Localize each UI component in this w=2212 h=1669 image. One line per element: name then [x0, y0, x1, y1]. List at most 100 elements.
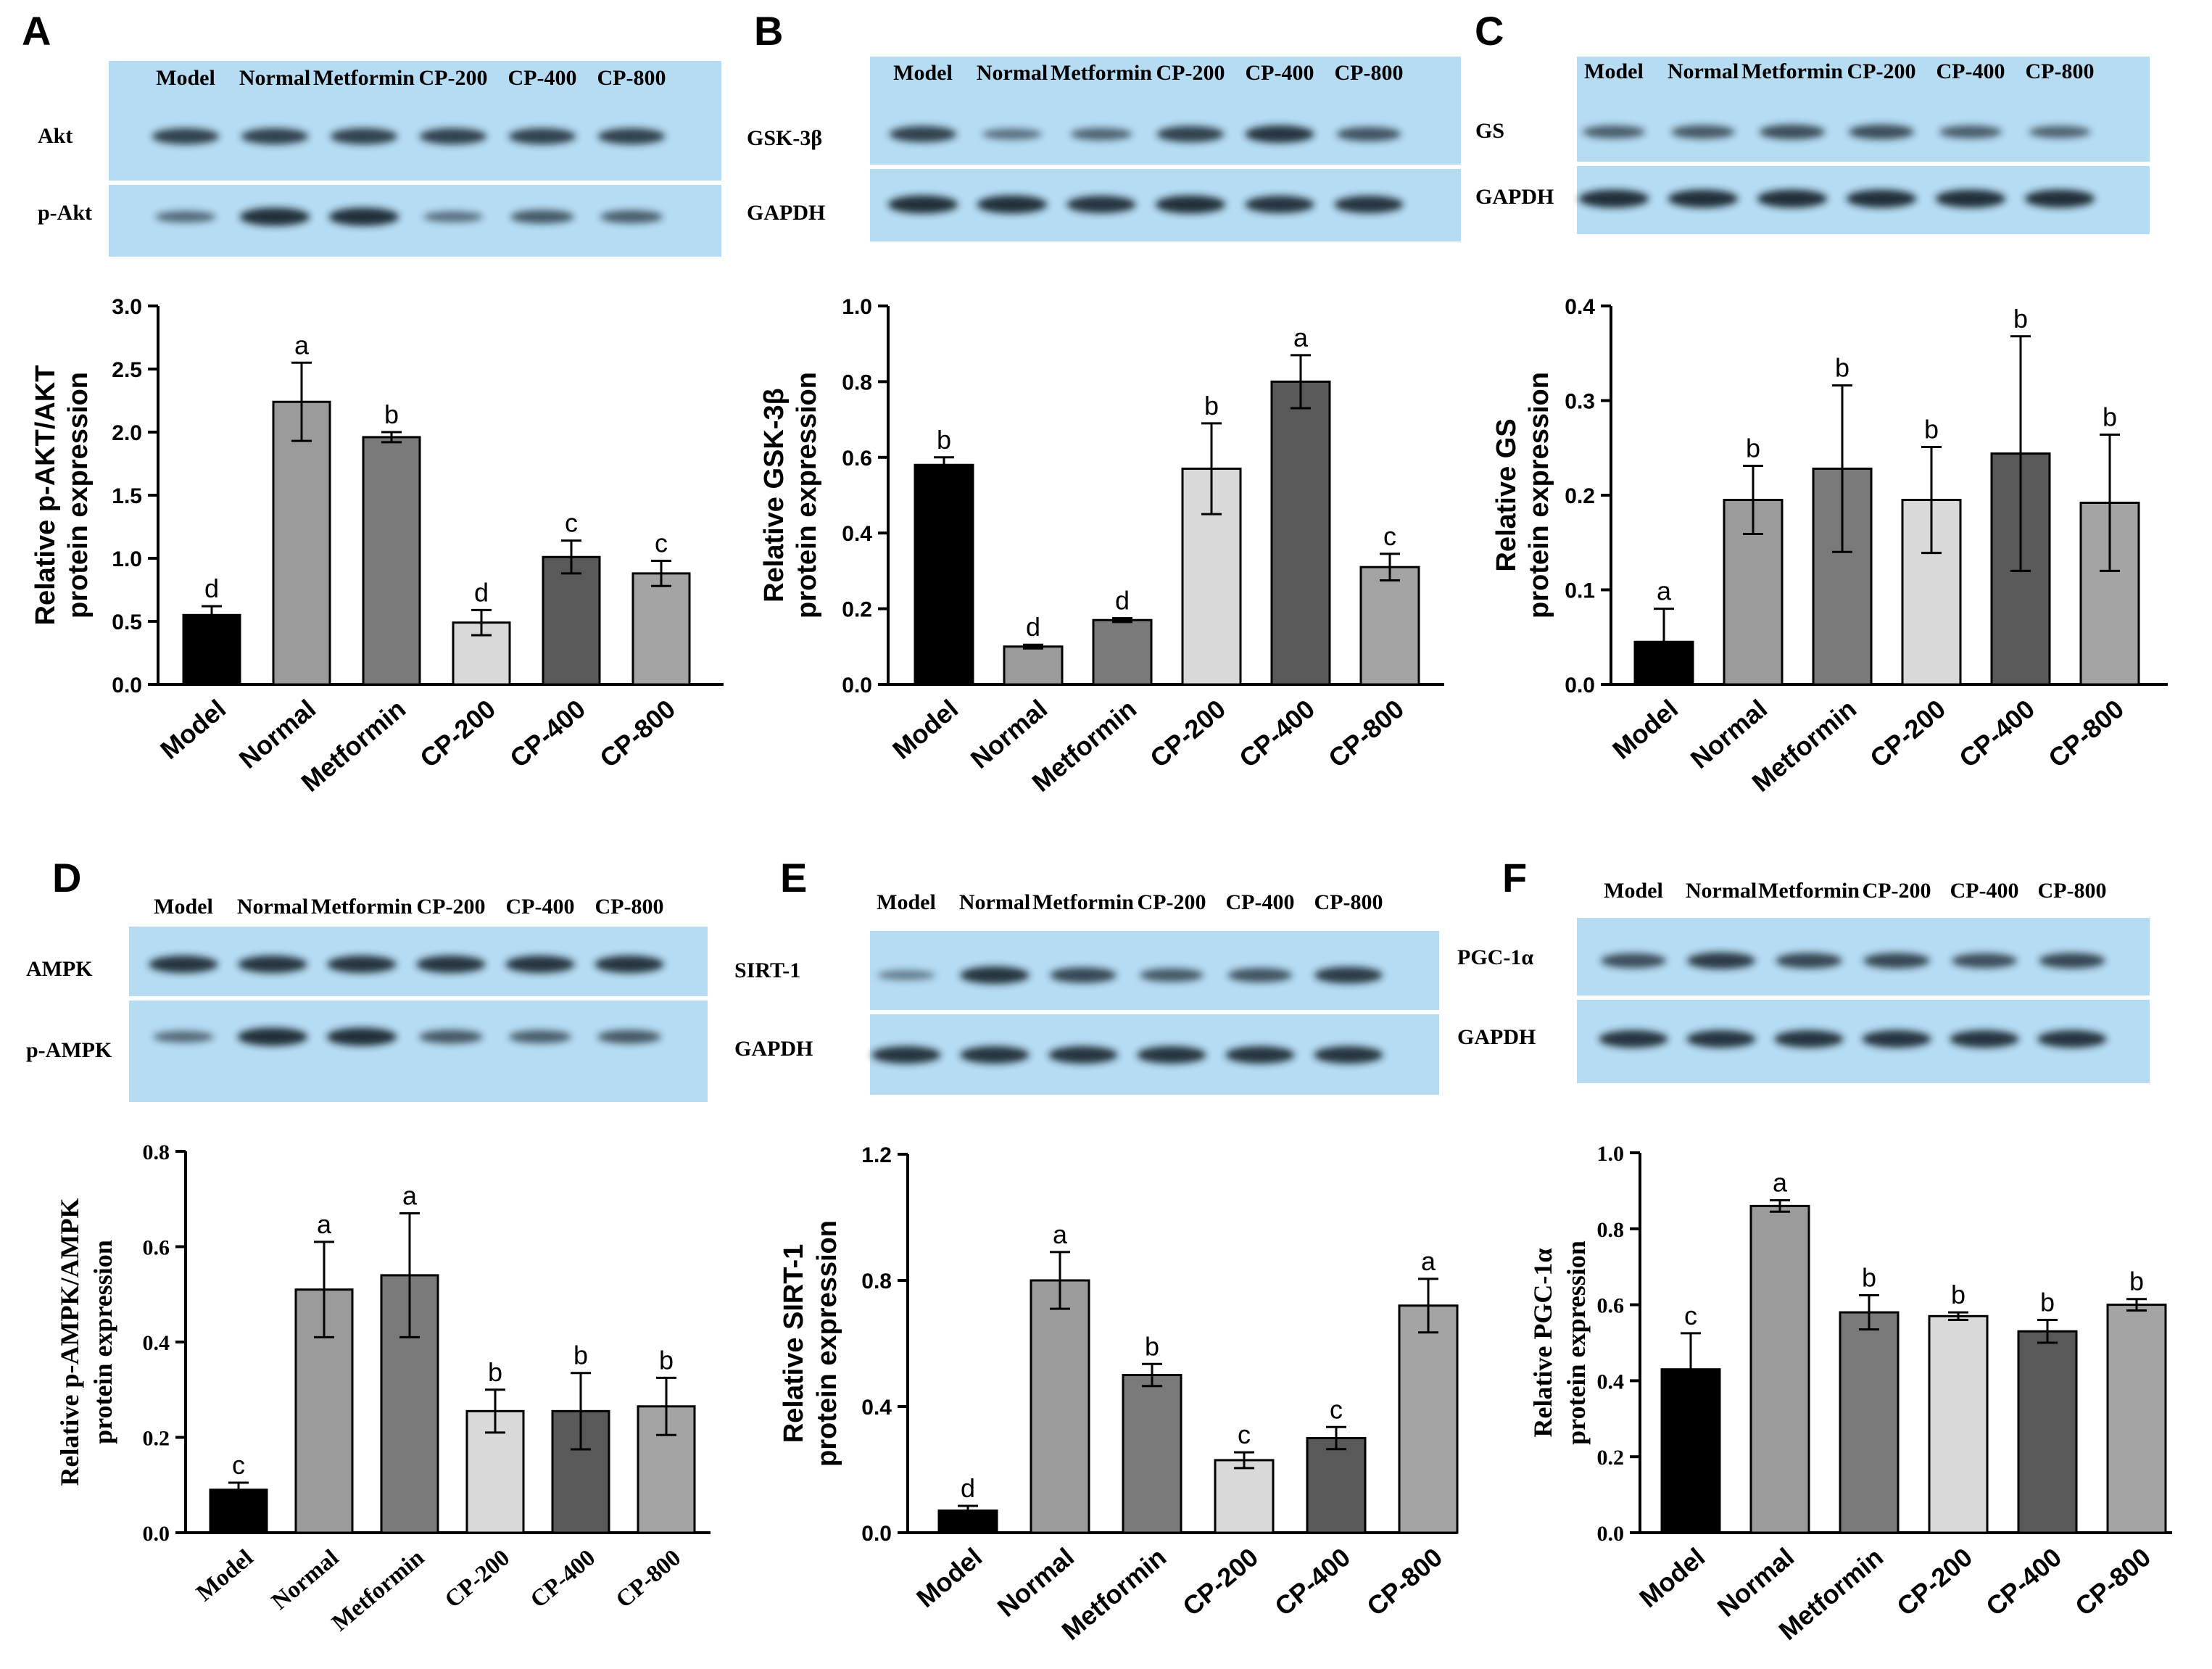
blot-band: [149, 955, 218, 974]
blot-band: [1578, 189, 1649, 208]
significance-letter: b: [384, 399, 399, 429]
blot-band: [597, 1030, 661, 1044]
blot-band: [1314, 966, 1383, 984]
bar-cp400: [1306, 1437, 1367, 1534]
blot-lane-label: Normal: [959, 890, 1030, 914]
y-tick-label: 0.5: [112, 610, 142, 634]
blot-band: [960, 1045, 1030, 1064]
blot-lane-label: CP-200: [1863, 879, 1931, 903]
blot-membrane: [1577, 918, 2150, 1083]
panel-letter-a: A: [22, 8, 51, 54]
blot-lane-label: Normal: [237, 895, 308, 919]
blot-band: [1686, 952, 1756, 969]
blot-row-label: GAPDH: [1457, 1025, 1536, 1049]
bar-chart-a: 0.0 0.5 1.0 1.5 2.0 2.5 3.0 Relative p-AKT/AKT p…: [30, 295, 724, 798]
blot-band: [1314, 1045, 1383, 1064]
significance-letter: c: [655, 528, 668, 558]
y-tick-label: 1.2: [861, 1143, 892, 1167]
y-tick-label: 0.4: [861, 1396, 892, 1420]
blot-lane-label: Normal: [1686, 879, 1757, 903]
y-tick-label: 1.0: [842, 295, 872, 319]
significance-letter: b: [2040, 1288, 2055, 1317]
y-tick-label: 0.6: [143, 1236, 170, 1260]
blot-band: [887, 195, 958, 214]
y-tick-label: 2.5: [112, 358, 142, 382]
y-tick-label: 0.2: [842, 598, 872, 622]
blot-row-label: GAPDH: [747, 201, 825, 225]
x-category-label: Normal: [1712, 1542, 1799, 1623]
western-blot-f: Model Normal Metformin CP-200 CP-400 CP-800 PG…: [1457, 879, 2150, 1083]
x-category-label: Normal: [1685, 694, 1773, 774]
blot-lane-label: CP-800: [1335, 61, 1404, 85]
y-axis-title: protein expression: [88, 1240, 117, 1444]
x-category-label: Model: [887, 694, 964, 765]
blot-band: [508, 1030, 572, 1043]
significance-letter: b: [2013, 304, 2028, 334]
blot-lane-label: CP-400: [508, 66, 577, 90]
bar-cp400: [1270, 380, 1331, 686]
bar-chart-d: 0.0 0.2 0.4 0.6 0.8 Relative p-AMPK/AMPK prote…: [55, 1140, 711, 1636]
blot-lane-label: Model: [154, 895, 213, 919]
y-tick-label: 0.6: [842, 447, 872, 471]
blot-divider: [870, 165, 1461, 169]
bar-metformin: [362, 436, 421, 686]
significance-letter: a: [402, 1180, 418, 1210]
blot-row-label: p-Akt: [38, 201, 92, 225]
significance-letter: b: [1924, 414, 1939, 444]
blot-lane-label: Normal: [977, 61, 1048, 85]
x-category-label: Model: [154, 694, 231, 765]
blot-band: [1776, 953, 1842, 969]
blot-row-label: p-AMPK: [26, 1038, 112, 1062]
bar-model: [182, 613, 241, 686]
x-category-label: Normal: [233, 694, 321, 774]
blot-band: [508, 128, 576, 145]
significance-letter: b: [1835, 353, 1849, 383]
bar-cp200: [1214, 1459, 1275, 1534]
blot-band: [1245, 195, 1314, 214]
significance-letter: d: [961, 1473, 975, 1503]
blot-lane-label: CP-200: [417, 895, 486, 919]
blot-lane-label: CP-800: [595, 895, 664, 919]
western-blot-b: Model Normal Metformin CP-200 CP-400 CP-800 GS…: [747, 57, 1461, 241]
x-category-label: CP-400: [504, 694, 591, 774]
panel-letter-b: B: [754, 8, 783, 54]
blot-band: [1757, 189, 1828, 208]
blot-row-label: GS: [1475, 119, 1504, 143]
x-category-label: CP-200: [1891, 1542, 1978, 1622]
western-blot-a: Model Normal Metformin CP-200 CP-400 CP-800 Ak…: [38, 61, 721, 257]
panel-f: F Model Normal Metformin CP-200 CP-400 CP-800P…: [1457, 855, 2172, 1646]
blot-band: [1939, 125, 2002, 138]
blot-band: [2039, 953, 2105, 969]
significance-letter: c: [565, 508, 578, 538]
y-axis-title: Relative GSK-3β: [759, 388, 790, 602]
blot-membrane: [129, 927, 708, 1102]
blot-lane-label: CP-800: [1314, 890, 1383, 914]
blot-lane-label: Model: [1584, 59, 1644, 83]
x-category-label: Normal: [992, 1542, 1080, 1623]
significance-letter: c: [1383, 521, 1396, 551]
blot-band: [1759, 124, 1826, 140]
bar-normal: [1003, 645, 1064, 686]
y-tick-label: 0.2: [1565, 484, 1595, 508]
blot-band: [1066, 195, 1136, 214]
blot-lane-label: Model: [877, 890, 936, 914]
blot-band: [1599, 1030, 1668, 1048]
significance-letter: b: [488, 1357, 502, 1387]
blot-band: [1951, 953, 2018, 969]
blot-band: [2024, 189, 2095, 208]
blot-band: [1848, 124, 1915, 140]
blot-lane-label: CP-200: [419, 66, 488, 90]
bar-cp400: [542, 555, 601, 686]
x-category-label: Model: [191, 1545, 258, 1607]
x-category-label: CP-200: [440, 1545, 515, 1614]
significance-letter: c: [1238, 1420, 1251, 1449]
blot-band: [237, 1027, 308, 1046]
blot-lane-label: Metformin: [1032, 890, 1134, 914]
x-category-label: CP-800: [594, 694, 681, 774]
blot-band: [1582, 125, 1646, 138]
significance-letter: d: [474, 577, 489, 607]
blot-band: [1137, 1045, 1206, 1064]
bar-normal: [1749, 1204, 1810, 1534]
western-blot-d: Model Normal Metformin CP-200 CP-400 CP-800 AM…: [26, 895, 708, 1102]
blot-row-label: GAPDH: [1475, 185, 1554, 209]
